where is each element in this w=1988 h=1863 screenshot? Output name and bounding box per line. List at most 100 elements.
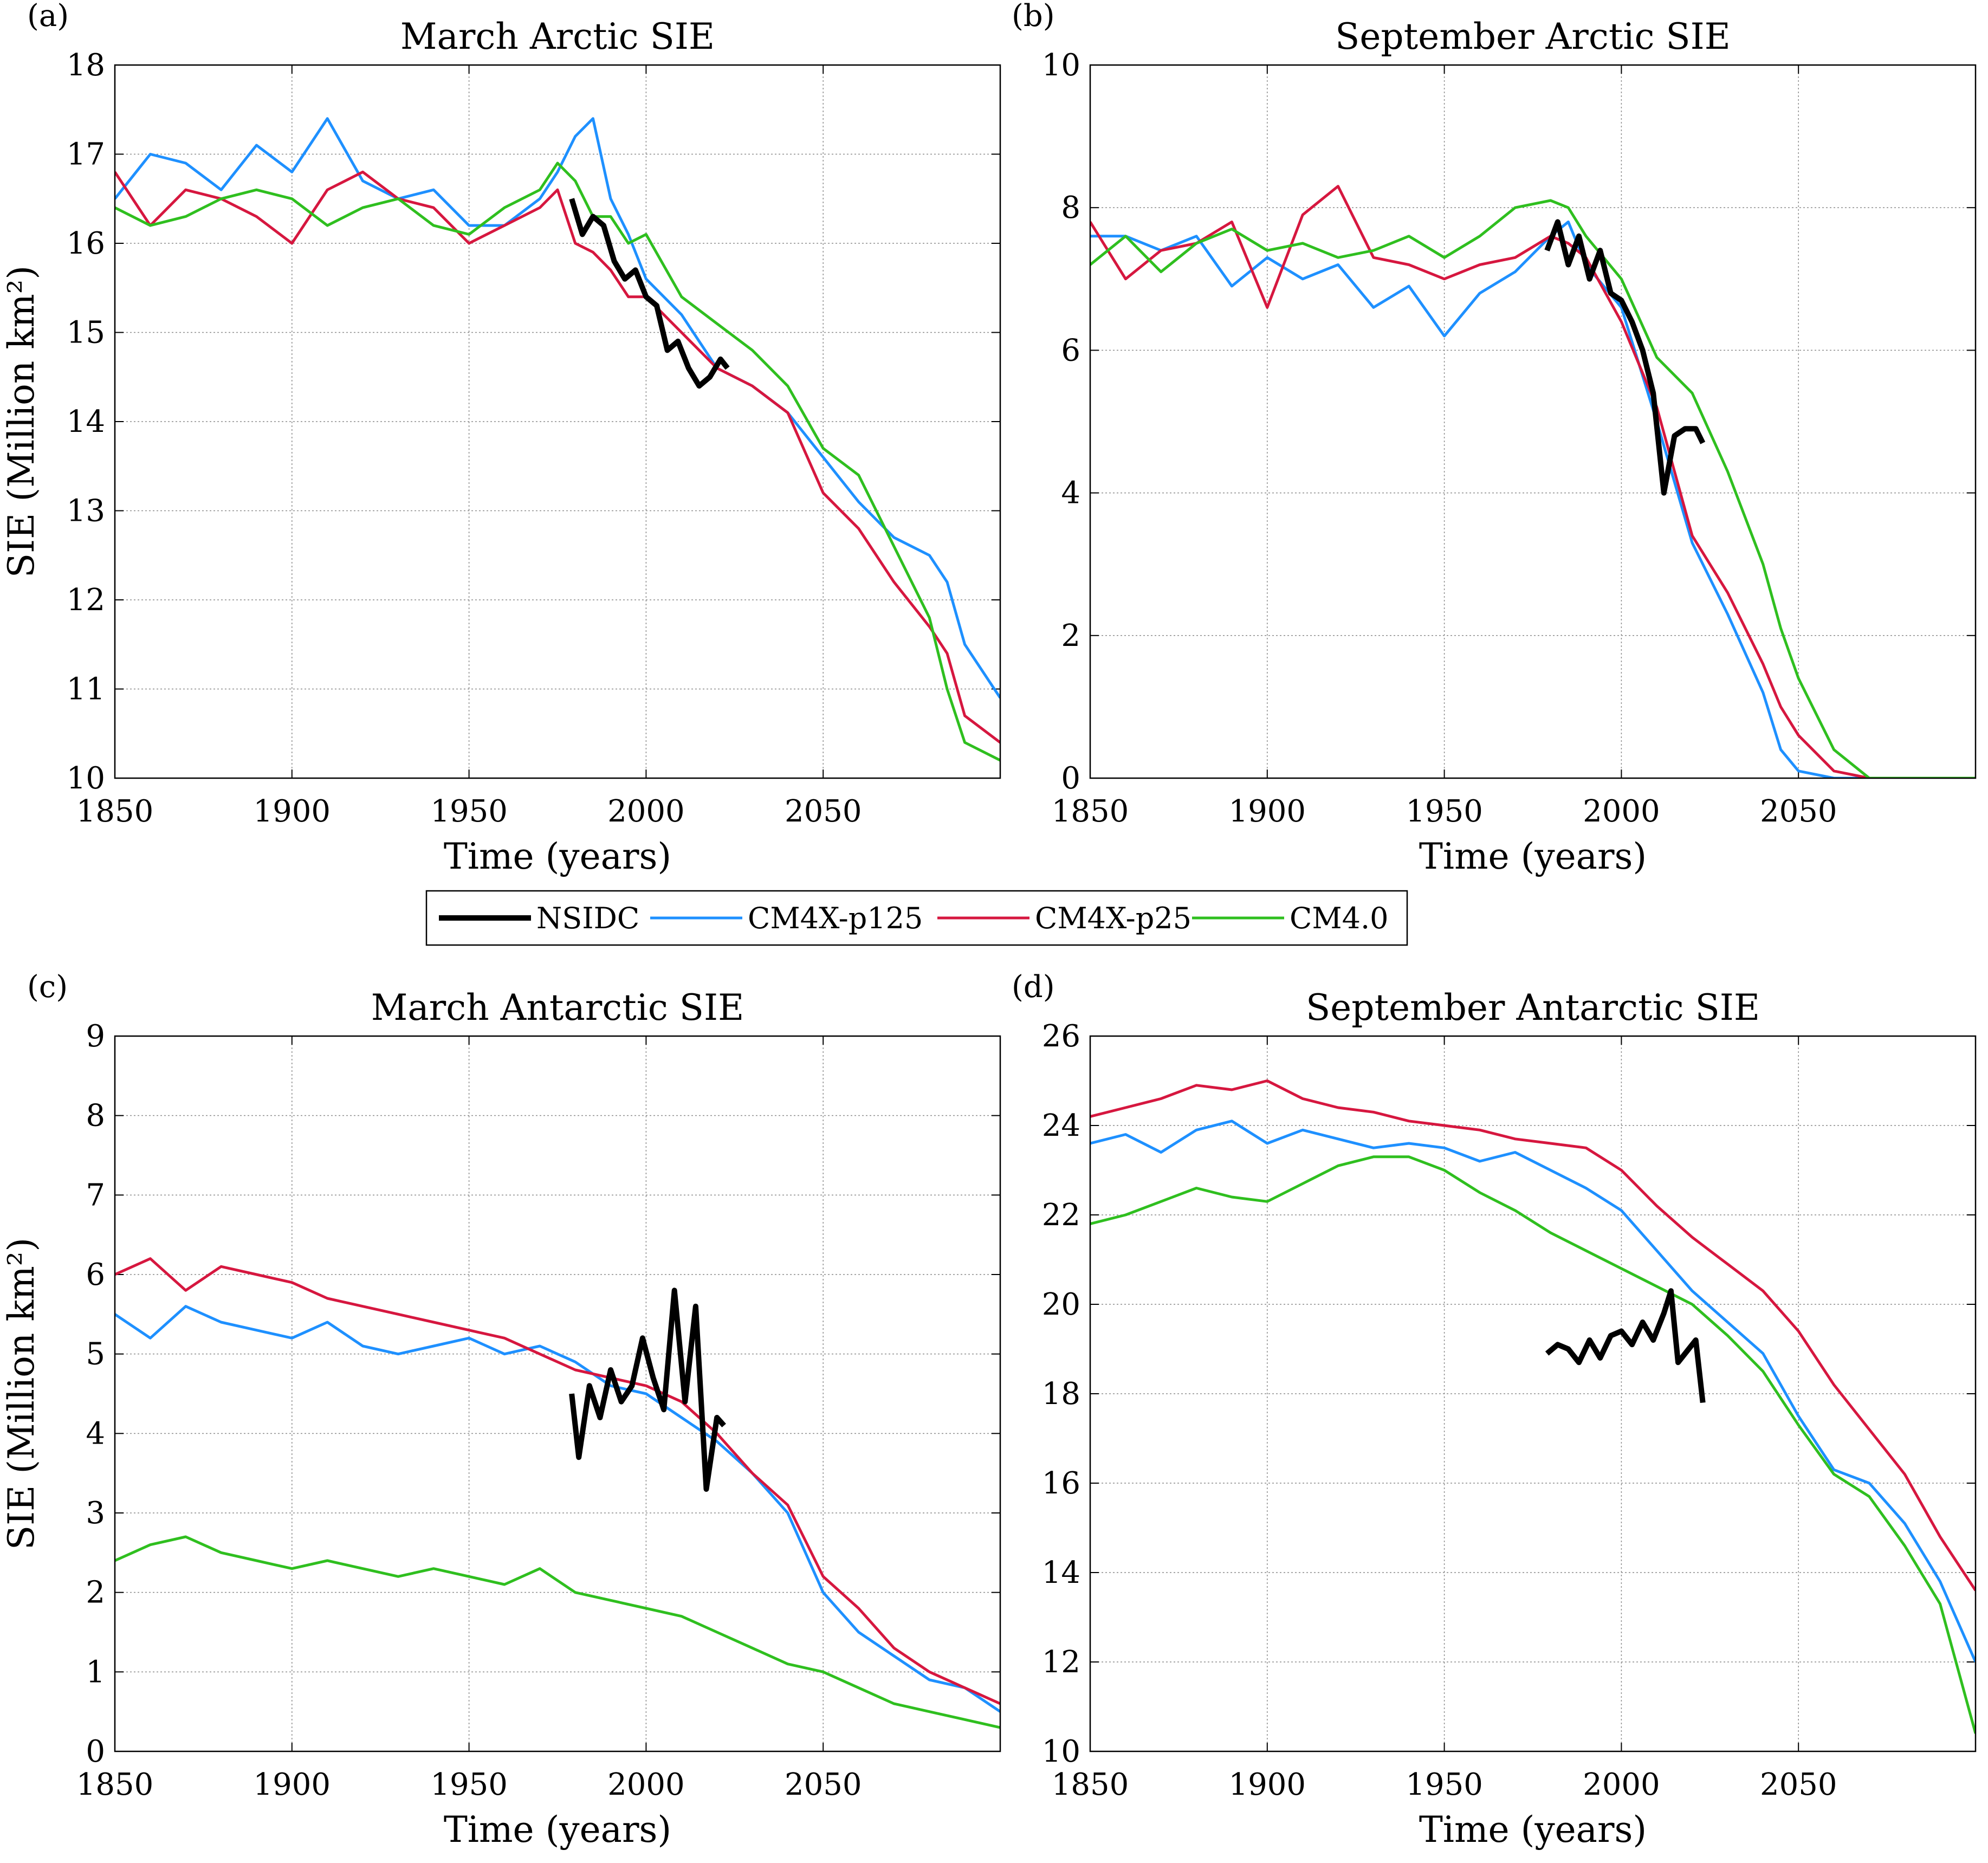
x-tick-label: 1900 <box>254 794 331 829</box>
y-tick-label: 14 <box>1042 1555 1080 1590</box>
axes-frame <box>1089 1035 1977 1752</box>
y-tick-label: 18 <box>1042 1376 1080 1412</box>
legend-cm4x-p125-label: CM4X-p125 <box>748 901 923 935</box>
series-cm4x-p25-line <box>1090 1079 1976 1592</box>
y-tick-label: 7 <box>86 1178 105 1213</box>
y-axis-label: SIE (Million km²) <box>1 1238 42 1550</box>
y-tick-label: 18 <box>67 48 105 83</box>
plot-area <box>115 65 1000 778</box>
panel-c: 1850 1900 1950 2000 2050 0 1 2 3 4 5 6 7 8 9 March Anta… <box>1 969 1001 1851</box>
series-cm4-0-line <box>1090 199 1976 778</box>
y-tick-label: 6 <box>1061 333 1080 368</box>
y-tick-label: 1 <box>86 1654 105 1690</box>
chart-title: September Antarctic SIE <box>1306 987 1760 1028</box>
x-tick-label: 1950 <box>1406 1767 1483 1802</box>
axes-frame <box>1089 64 1977 779</box>
x-axis-label: Time (years) <box>1419 836 1647 877</box>
y-tick-label: 6 <box>86 1257 105 1292</box>
y-tick-label: 14 <box>67 404 105 439</box>
panel-label: (a) <box>27 0 69 34</box>
x-tick-label: 1900 <box>1229 1767 1306 1802</box>
panel-label: (b) <box>1012 0 1055 34</box>
x-tick-label: 1850 <box>76 794 154 829</box>
y-tick-label: 2 <box>1061 618 1080 654</box>
chart-title: March Arctic SIE <box>400 16 715 57</box>
series-nsidc-line <box>569 198 730 389</box>
panel-b: 1850 1900 1950 2000 2050 0 2 4 6 8 10 September Arc… <box>1012 0 1977 877</box>
x-axis-label: Time (years) <box>444 1809 671 1851</box>
x-tick-label: 2000 <box>1583 794 1660 829</box>
series-cm4x-p125-line <box>1090 1120 1976 1663</box>
y-tick-label: 26 <box>1042 1019 1080 1054</box>
series-cm4-0-line <box>115 161 1000 762</box>
y-tick-label: 20 <box>1042 1287 1080 1322</box>
legend-cm4-0-label: CM4.0 <box>1290 901 1389 935</box>
y-tick-label: 10 <box>1042 1734 1080 1769</box>
legend-nsidc-label: NSIDC <box>536 901 639 935</box>
legend: NSIDC CM4X-p125 CM4X-p25 CM4.0 <box>425 890 1408 946</box>
y-tick-label: 11 <box>67 672 105 707</box>
series-cm4x-p25-line <box>115 170 1000 744</box>
y-tick-label: 4 <box>1061 476 1080 511</box>
x-tick-label: 2000 <box>607 1767 685 1802</box>
x-tick-label: 1950 <box>430 1767 508 1802</box>
y-tick-label: 17 <box>67 137 105 172</box>
x-axis-label: Time (years) <box>444 836 671 877</box>
y-tick-label: 10 <box>67 761 105 796</box>
y-tick-label: 12 <box>1042 1645 1080 1680</box>
series-nsidc-line <box>1544 219 1706 496</box>
y-tick-label: 16 <box>1042 1466 1080 1501</box>
panel-label: (c) <box>27 969 68 1005</box>
x-tick-label: 1950 <box>1406 794 1483 829</box>
x-tick-label: 2050 <box>785 794 862 829</box>
y-tick-label: 24 <box>1042 1108 1080 1143</box>
plot-area <box>1090 1036 1976 1751</box>
x-tick-label: 1850 <box>1052 794 1129 829</box>
x-tick-label: 2000 <box>607 794 685 829</box>
chart-title: September Arctic SIE <box>1335 16 1731 57</box>
x-tick-label: 2000 <box>1583 1767 1660 1802</box>
series-nsidc-line <box>1545 1288 1706 1403</box>
y-tick-label: 8 <box>1061 190 1080 225</box>
series-nsidc-line <box>569 1288 726 1492</box>
y-tick-label: 4 <box>86 1416 105 1451</box>
x-axis-label: Time (years) <box>1419 1809 1647 1851</box>
x-tick-label: 1950 <box>430 794 508 829</box>
y-tick-label: 12 <box>67 583 105 618</box>
x-tick-label: 1850 <box>1052 1767 1129 1802</box>
x-tick-label: 2050 <box>785 1767 862 1802</box>
panel-d: 1850 1900 1950 2000 2050 10 12 14 16 18 20 22 24 26 Se… <box>1012 969 1977 1851</box>
panel-a: 1850 1900 1950 2000 2050 10 11 12 13 14 15 16 17 18 Ma… <box>1 0 1001 877</box>
plot-area <box>115 1036 1000 1751</box>
y-tick-label: 0 <box>86 1734 105 1769</box>
series-cm4x-p125-line <box>115 117 1000 699</box>
y-tick-label: 2 <box>86 1575 105 1610</box>
y-tick-label: 16 <box>67 226 105 261</box>
y-tick-label: 5 <box>86 1337 105 1372</box>
y-tick-label: 13 <box>67 494 105 529</box>
x-tick-label: 1900 <box>254 1767 331 1802</box>
legend-cm4x-p25-label: CM4X-p25 <box>1035 901 1191 935</box>
x-tick-label: 2050 <box>1760 794 1837 829</box>
series-cm4-0-line <box>1090 1155 1976 1734</box>
plot-area <box>1090 65 1976 778</box>
y-tick-label: 8 <box>86 1098 105 1134</box>
y-tick-label: 15 <box>67 315 105 351</box>
y-tick-label: 9 <box>86 1019 105 1054</box>
y-axis-label: SIE (Million km²) <box>1 266 42 578</box>
series-cm4x-p25-line <box>115 1257 1000 1705</box>
y-tick-label: 0 <box>1061 761 1080 796</box>
axes-frame <box>114 64 1001 779</box>
series-cm4x-p125-line <box>115 1305 1000 1713</box>
x-tick-label: 1900 <box>1229 794 1306 829</box>
y-tick-label: 22 <box>1042 1198 1080 1233</box>
series-cm4-0-line <box>115 1535 1000 1729</box>
axes-frame <box>114 1035 1001 1752</box>
x-tick-label: 2050 <box>1760 1767 1837 1802</box>
y-tick-label: 10 <box>1042 48 1080 83</box>
chart-title: March Antarctic SIE <box>371 987 744 1028</box>
x-tick-label: 1850 <box>76 1767 154 1802</box>
y-tick-label: 3 <box>86 1496 105 1531</box>
panel-label: (d) <box>1012 969 1055 1005</box>
